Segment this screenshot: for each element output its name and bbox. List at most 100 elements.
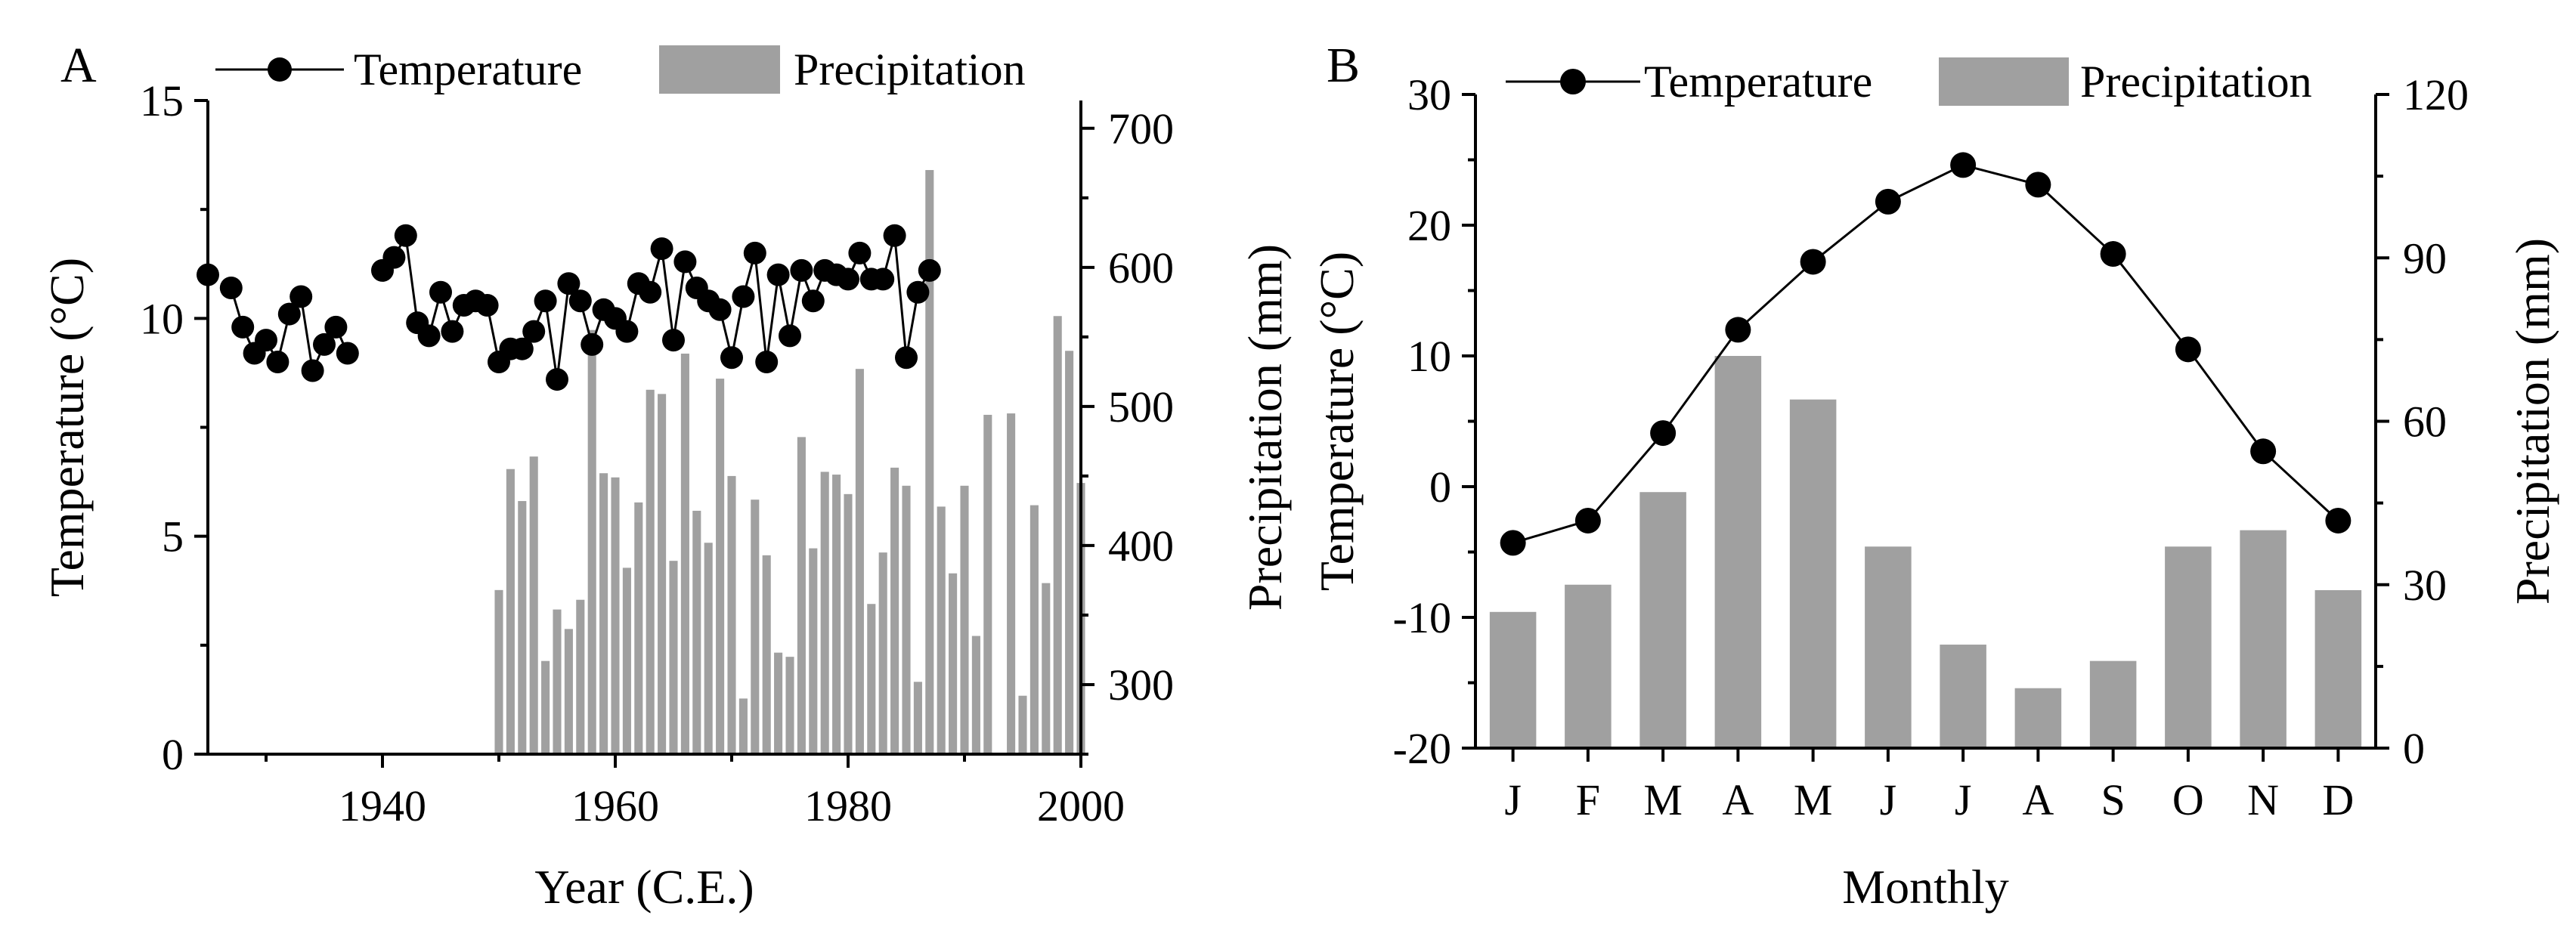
y2-tick-label: 600: [1108, 243, 1174, 292]
precip-bar-1990: [960, 485, 969, 754]
temperature-point-1983: [872, 268, 895, 291]
y2-axis-title: Precipitation (mm): [2506, 238, 2559, 605]
x-axis-title: Monthly: [1842, 860, 2008, 914]
precip-bar-1956: [564, 629, 573, 754]
precip-bar-month-11: [2240, 530, 2287, 748]
x-tick-label: 1940: [339, 781, 426, 830]
precip-bar-1995: [1018, 695, 1027, 754]
temperature-point-1937: [336, 342, 359, 365]
precip-bar-1998: [1053, 316, 1062, 754]
temperature-point-month-9: [2100, 241, 2126, 268]
temperature-point-month-1: [1500, 530, 1526, 556]
precip-bar-1961: [622, 568, 631, 754]
y-tick-label: 10: [140, 294, 184, 343]
x-tick-label: F: [1576, 775, 1600, 824]
y-tick-label: -10: [1393, 593, 1451, 642]
legend-temperature-marker-icon: [1560, 69, 1586, 94]
temperature-point-month-10: [2175, 336, 2201, 363]
precip-bar-1957: [576, 599, 585, 754]
temperature-point-month-6: [1875, 188, 1901, 215]
precip-bar-1983: [878, 552, 887, 754]
x-tick-label: 1980: [804, 781, 892, 830]
temperature-point-1971: [732, 285, 755, 308]
temperature-point-1964: [650, 237, 673, 261]
temperature-point-1974: [766, 263, 790, 286]
temperature-point-1941: [382, 246, 406, 269]
x-tick-label: N: [2247, 775, 2279, 824]
precip-bar-1965: [669, 561, 678, 754]
temperature-point-1949: [475, 294, 499, 317]
y2-tick-label: 500: [1108, 382, 1174, 431]
precip-bar-month-12: [2314, 589, 2362, 748]
temperature-point-1986: [906, 280, 930, 304]
precip-bar-month-8: [2014, 688, 2062, 748]
precip-bar-1988: [937, 506, 946, 754]
y-tick-label: 0: [1429, 462, 1451, 512]
x-tick-label: O: [2172, 775, 2204, 824]
temperature-point-1977: [801, 289, 825, 313]
y-tick-label: 0: [162, 730, 184, 779]
precip-bar-1952: [518, 501, 527, 754]
precip-bar-1969: [716, 379, 725, 754]
y-tick-label: 30: [1407, 70, 1451, 119]
temperature-point-month-7: [1950, 152, 1977, 178]
temperature-point-1965: [662, 329, 685, 352]
precip-bar-1967: [692, 510, 701, 754]
precip-bar-1963: [646, 389, 655, 754]
temperature-point-1952: [510, 337, 534, 360]
temperature-point-month-5: [1800, 249, 1826, 275]
temperature-point-1942: [394, 224, 417, 247]
temperature-point-month-8: [2025, 172, 2051, 198]
precip-bar-1954: [541, 660, 550, 754]
x-tick-label: J: [1880, 775, 1897, 824]
temperature-point-1954: [534, 289, 557, 313]
x-tick-label: J: [1955, 775, 1972, 824]
precip-bar-1974: [774, 652, 783, 754]
legend-precipitation-swatch-icon: [1939, 57, 2069, 106]
temperature-point-1976: [790, 258, 813, 282]
legend-temperature-label: Temperature: [354, 45, 582, 94]
y2-tick-label: 400: [1108, 521, 1174, 571]
precip-bar-1976: [797, 437, 806, 754]
temperature-point-1932: [277, 302, 301, 326]
legend-temperature-marker-icon: [268, 57, 292, 82]
precip-bar-1992: [983, 414, 992, 754]
x-axis-title: Year (C.E.): [534, 860, 754, 914]
y-tick-label: 15: [140, 76, 184, 125]
y-axis-title: Temperature (°C): [1310, 252, 1364, 591]
y-axis-title: Temperature (°C): [40, 258, 94, 597]
temperature-point-1981: [848, 241, 872, 264]
temperature-point-1970: [720, 346, 743, 370]
x-tick-label: D: [2322, 775, 2354, 824]
precip-bar-1958: [587, 329, 596, 754]
precip-bar-1966: [680, 353, 689, 754]
precip-bar-1975: [785, 657, 794, 754]
precip-bar-month-9: [2089, 660, 2137, 748]
precip-bar-month-3: [1639, 492, 1686, 748]
precip-bar-1978: [820, 472, 829, 754]
x-tick-label: J: [1504, 775, 1522, 824]
temperature-point-1953: [522, 320, 546, 343]
temperature-point-1946: [441, 320, 464, 343]
precip-bar-1981: [855, 369, 864, 754]
precip-bar-month-10: [2165, 546, 2212, 748]
x-tick-label: A: [1722, 775, 1754, 824]
y2-tick-label: 300: [1108, 660, 1174, 710]
temperature-point-1933: [289, 285, 313, 308]
legend-temperature-label: Temperature: [1644, 57, 1872, 107]
y-tick-label: 5: [162, 512, 184, 561]
y2-tick-label: 60: [2403, 397, 2447, 447]
temperature-point-1985: [895, 346, 918, 370]
precip-bar-1984: [890, 467, 899, 754]
precip-bar-month-6: [1865, 546, 1912, 748]
precip-bar-1964: [658, 394, 667, 754]
precip-bar-1951: [506, 469, 515, 754]
temperature-point-1980: [837, 268, 859, 291]
precip-bar-1985: [902, 485, 911, 754]
y2-tick-label: 120: [2403, 70, 2469, 119]
precip-bar-1987: [925, 170, 934, 755]
temperature-point-1957: [568, 289, 592, 313]
temperature-point-1975: [779, 324, 801, 348]
temperature-point-1987: [918, 258, 941, 282]
